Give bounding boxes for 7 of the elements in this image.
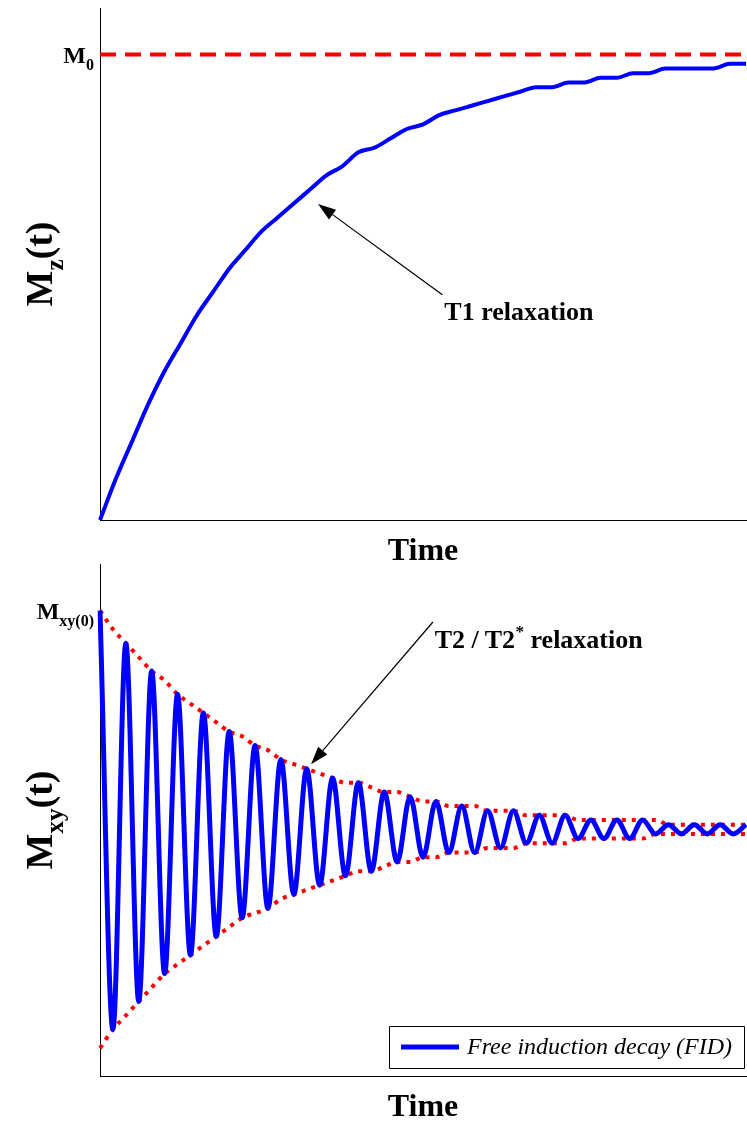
y-axis-title: Mz(t) xyxy=(18,221,69,307)
x-axis-title: Time xyxy=(387,531,459,567)
legend-label: Free induction decay (FID) xyxy=(466,1033,733,1060)
y-axis-title: Mxy(t) xyxy=(18,770,69,870)
annotation: T2 / T2* relaxation xyxy=(434,621,644,655)
annotation: T1 relaxation xyxy=(444,297,594,327)
x-axis-title: Time xyxy=(387,1087,459,1123)
